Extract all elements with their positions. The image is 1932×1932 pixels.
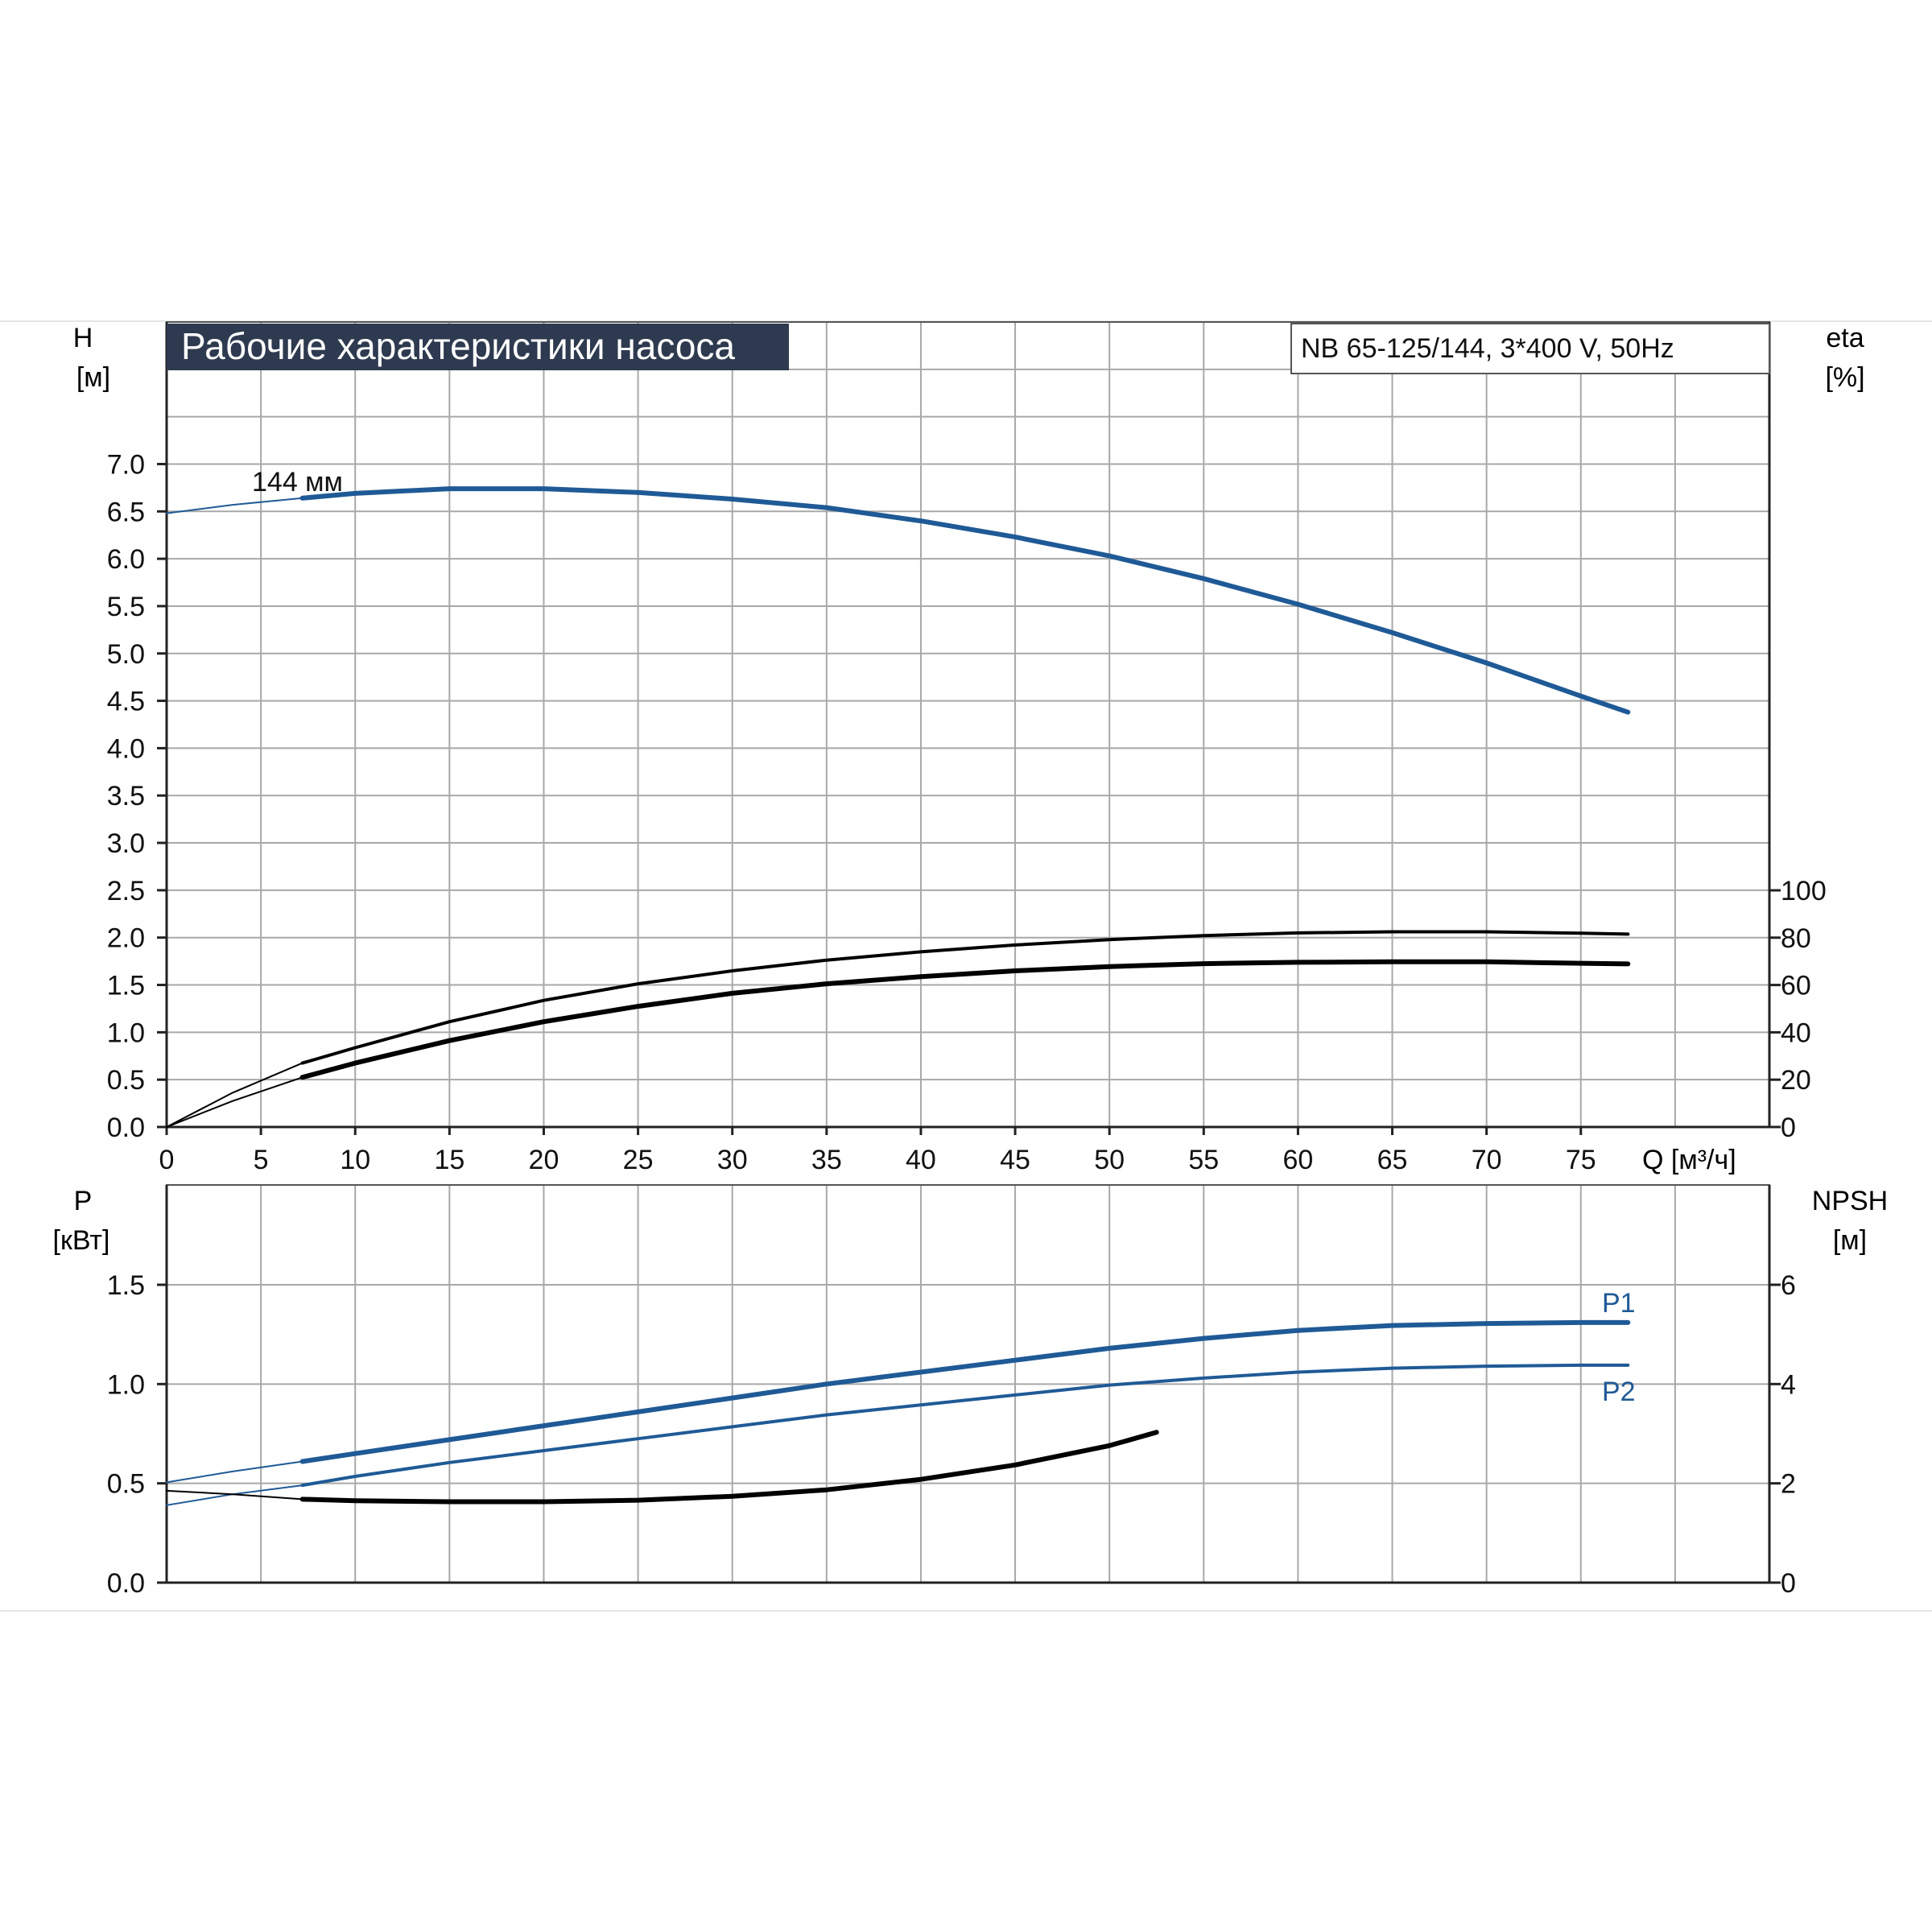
h-axis-label: H [73, 323, 93, 353]
h-tick-label: 7.0 [107, 449, 145, 480]
h-tick-label: 6.5 [107, 497, 145, 527]
top-panel-frame [166, 321, 1770, 1128]
series-P2-line [300, 1363, 1630, 1488]
p1-series-label: P1 [1602, 1288, 1636, 1319]
series-eta2-extension [166, 1076, 303, 1128]
title-banner [167, 324, 789, 370]
q-tick-label: 75 [1566, 1145, 1596, 1175]
q-tick-label: 10 [340, 1145, 370, 1175]
npsh-tick-label: 2 [1781, 1469, 1796, 1500]
tick-labels: 0.0 0.5 1.0 1.5 2.0 2.5 3.0 3.5 4.0 4.5 5.0 5.5 6.0 6… [107, 449, 1827, 1599]
q-tick-label: 30 [717, 1145, 748, 1175]
series-eta2-line [299, 959, 1631, 1080]
q-tick-label: 60 [1282, 1145, 1313, 1175]
eta-tick-label: 40 [1781, 1018, 1811, 1048]
q-tick-label: 5 [254, 1145, 269, 1175]
q-tick-label: 15 [434, 1145, 464, 1175]
h-tick-label: 2.5 [107, 876, 145, 906]
eta-tick-label: 100 [1781, 876, 1827, 906]
series-eta1-line [300, 930, 1630, 1065]
q-tick-label: 45 [1000, 1145, 1030, 1175]
series-P1-extension [166, 1460, 303, 1484]
q-tick-label: 55 [1188, 1145, 1219, 1175]
q-tick-label: 50 [1094, 1145, 1125, 1175]
npsh-axis-unit: [м] [1833, 1225, 1867, 1256]
p-tick-label: 1.5 [107, 1270, 145, 1301]
h-tick-label: 5.0 [107, 639, 145, 670]
series-eta1-extension [166, 1062, 303, 1128]
q-tick-label: 35 [811, 1145, 842, 1175]
series-NPSH-line [299, 1430, 1159, 1505]
grid-top [165, 321, 1771, 1129]
q-tick-label: 20 [529, 1145, 559, 1175]
p-axis-label: P [74, 1186, 93, 1216]
h-tick-label: 4.5 [107, 687, 145, 717]
h-tick-label: 1.0 [107, 1018, 145, 1048]
eta-tick-label: 0 [1781, 1113, 1796, 1143]
q-axis-label: Q [м³/ч] [1642, 1145, 1736, 1175]
h-tick-label: 0.5 [107, 1065, 145, 1096]
p-tick-label: 0.0 [107, 1568, 145, 1599]
npsh-tick-label: 4 [1781, 1369, 1796, 1400]
p-tick-label: 0.5 [107, 1469, 145, 1500]
h-tick-label: 6.0 [107, 544, 145, 575]
q-tick-label: 65 [1377, 1145, 1408, 1175]
p-axis-unit: [кВт] [53, 1225, 110, 1256]
h-axis-unit: [м] [76, 362, 110, 393]
h-tick-label: 4.0 [107, 733, 145, 764]
npsh-tick-label: 0 [1781, 1568, 1796, 1599]
eta-axis-unit: [%] [1825, 362, 1864, 393]
h-tick-label: 2.0 [107, 923, 145, 954]
q-tick-label: 70 [1472, 1145, 1502, 1175]
eta-axis-label: eta [1826, 323, 1864, 353]
h-tick-label: 3.0 [107, 828, 145, 859]
series-P1-line [299, 1319, 1631, 1464]
h-tick-label: 1.5 [107, 971, 145, 1001]
series-H-extension [166, 497, 303, 514]
eta-tick-label: 20 [1781, 1065, 1811, 1096]
chart-title: Рабочие характеристики насоса [181, 325, 735, 367]
model-label: NB 65-125/144, 3*400 V, 50Hz [1301, 333, 1674, 364]
eta-tick-label: 60 [1781, 971, 1811, 1001]
impeller-annotation: 144 мм [252, 467, 343, 497]
h-tick-label: 0.0 [107, 1113, 145, 1143]
series-NPSH-extension [166, 1489, 303, 1501]
grid-bottom [165, 1184, 1771, 1584]
h-tick-label: 3.5 [107, 781, 145, 811]
p-tick-label: 1.0 [107, 1369, 145, 1400]
q-tick-label: 40 [906, 1145, 936, 1175]
h-tick-label: 5.5 [107, 592, 145, 622]
npsh-tick-label: 6 [1781, 1270, 1796, 1301]
npsh-axis-label: NPSH [1812, 1186, 1888, 1216]
q-tick-label: 0 [159, 1145, 175, 1175]
data-series [166, 486, 1631, 1506]
series-P2-extension [166, 1484, 303, 1506]
q-tick-label: 25 [623, 1145, 654, 1175]
series-H-line [299, 486, 1631, 715]
model-box [1290, 323, 1770, 374]
bottom-separator [0, 1610, 1932, 1612]
eta-tick-label: 80 [1781, 923, 1811, 954]
p2-series-label: P2 [1602, 1377, 1636, 1407]
